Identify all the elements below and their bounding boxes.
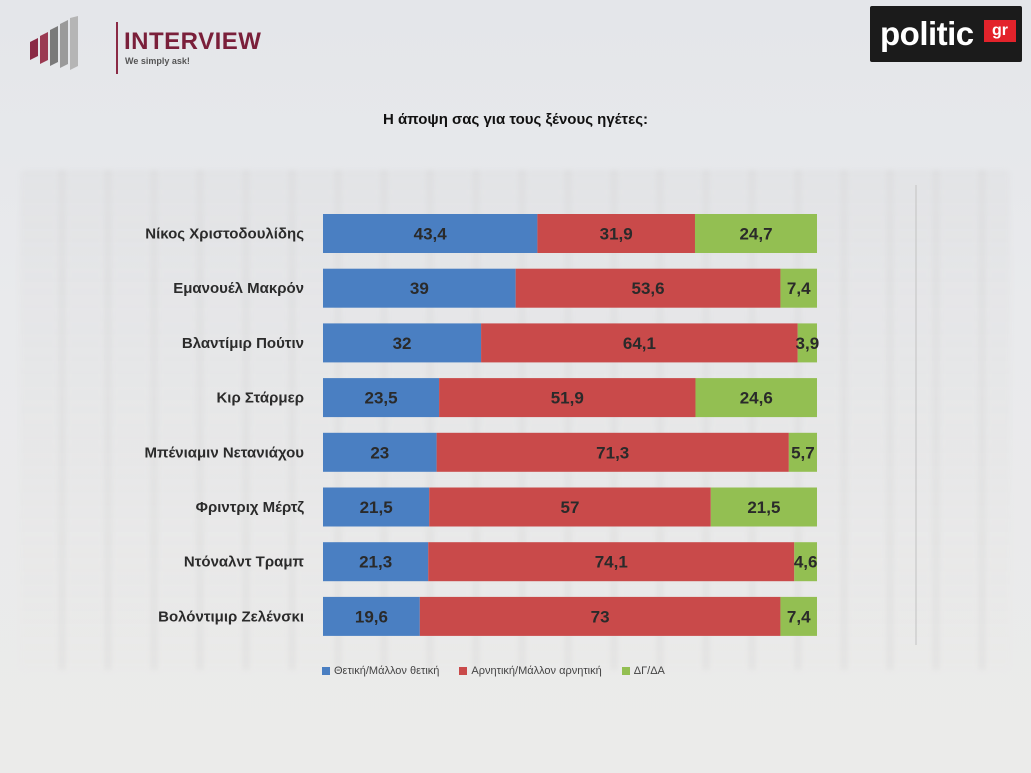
data-label: 53,6 xyxy=(632,279,665,298)
bar-segment xyxy=(780,268,817,308)
data-label: 39 xyxy=(410,279,429,298)
category-label: Νίκος Χριστοδουλίδης xyxy=(145,226,304,243)
category-label: Εμανουέλ Μακρόν xyxy=(173,280,304,297)
bar-segment xyxy=(428,542,795,582)
bar-segment xyxy=(710,487,817,527)
legend-item-unknown: ΔΓ/ΔΑ xyxy=(621,665,665,677)
data-label: 7,4 xyxy=(787,607,811,626)
data-label: 31,9 xyxy=(600,225,633,244)
bar-segment xyxy=(419,596,781,636)
bar-segment xyxy=(323,432,437,472)
category-label: Βλαντίμιρ Πούτιν xyxy=(182,335,304,352)
bar-segment xyxy=(323,268,516,308)
politic-logo: politic gr xyxy=(870,6,1022,62)
bar-segment xyxy=(537,214,695,253)
bar-segment xyxy=(788,432,817,472)
bar-segment xyxy=(695,378,817,418)
bar-segment xyxy=(323,487,430,527)
bar-segment xyxy=(323,542,429,582)
data-label: 43,4 xyxy=(414,225,448,244)
data-label: 21,5 xyxy=(360,498,393,517)
politic-logo-text: politic xyxy=(880,15,974,52)
data-label: 21,3 xyxy=(359,553,392,572)
data-label: 57 xyxy=(561,498,580,517)
politic-logo-suffix: gr xyxy=(984,20,1016,42)
bar-segment xyxy=(780,596,817,636)
bar-segment xyxy=(797,323,817,363)
data-label: 3,9 xyxy=(796,334,820,353)
interview-logo-icon xyxy=(30,16,78,70)
background-column xyxy=(915,185,917,645)
legend-label-unknown: ΔΓ/ΔΑ xyxy=(633,665,665,677)
data-label: 19,6 xyxy=(355,607,388,626)
legend-item-negative: Αρνητική/Μάλλον αρνητική xyxy=(459,665,602,677)
bar-segment xyxy=(436,432,789,472)
data-label: 71,3 xyxy=(596,443,629,462)
interview-tagline: We simply ask! xyxy=(125,56,190,66)
bar-segment xyxy=(323,214,538,253)
category-label: Βολόντιμιρ Ζελένσκι xyxy=(158,608,304,625)
bar-segment xyxy=(694,214,817,253)
bar-segment xyxy=(481,323,798,363)
data-label: 23,5 xyxy=(365,389,398,408)
legend-label-negative: Αρνητική/Μάλλον αρνητική xyxy=(471,665,602,677)
bar-segment xyxy=(794,542,817,582)
category-label: Φριντριχ Μέρτζ xyxy=(196,499,304,516)
legend-swatch-positive xyxy=(322,667,330,675)
data-label: 7,4 xyxy=(787,279,811,298)
interview-logo-text: INTERVIEW xyxy=(124,28,262,55)
data-label: 21,5 xyxy=(747,498,780,517)
data-label: 74,1 xyxy=(595,553,628,572)
bar-segment xyxy=(515,268,781,308)
bar-segment xyxy=(439,378,696,418)
legend-swatch-negative xyxy=(459,667,468,675)
chart-legend: Θετική/Μάλλον θετική Αρνητική/Μάλλον αρν… xyxy=(322,665,665,677)
legend-item-positive: Θετική/Μάλλον θετική xyxy=(322,665,439,677)
chart-title: Η άποψη σας για τους ξένους ηγέτες: xyxy=(382,111,649,128)
data-label: 73 xyxy=(591,607,610,626)
data-label: 4,6 xyxy=(794,553,818,572)
data-label: 32 xyxy=(393,334,412,353)
bar-segment xyxy=(429,487,711,527)
interview-logo: INTERVIEW We simply ask! xyxy=(28,12,268,74)
data-label: 51,9 xyxy=(551,389,584,408)
data-label: 24,7 xyxy=(739,225,772,244)
background-photo xyxy=(20,170,1010,670)
data-label: 23 xyxy=(370,443,389,462)
legend-label-positive: Θετική/Μάλλον θετική xyxy=(334,665,440,677)
category-label: Ντόναλντ Τραμπ xyxy=(184,554,305,571)
bar-segment xyxy=(323,596,420,636)
bar-segment xyxy=(323,378,440,418)
logo-divider xyxy=(116,22,118,74)
bar-segment xyxy=(323,323,482,363)
data-label: 64,1 xyxy=(623,334,656,353)
category-label: Μπένιαμιν Νετανιάχου xyxy=(145,444,305,461)
data-label: 5,7 xyxy=(791,443,815,462)
legend-swatch-unknown xyxy=(621,667,630,675)
data-label: 24,6 xyxy=(740,389,773,408)
category-label: Κιρ Στάρμερ xyxy=(216,390,304,407)
